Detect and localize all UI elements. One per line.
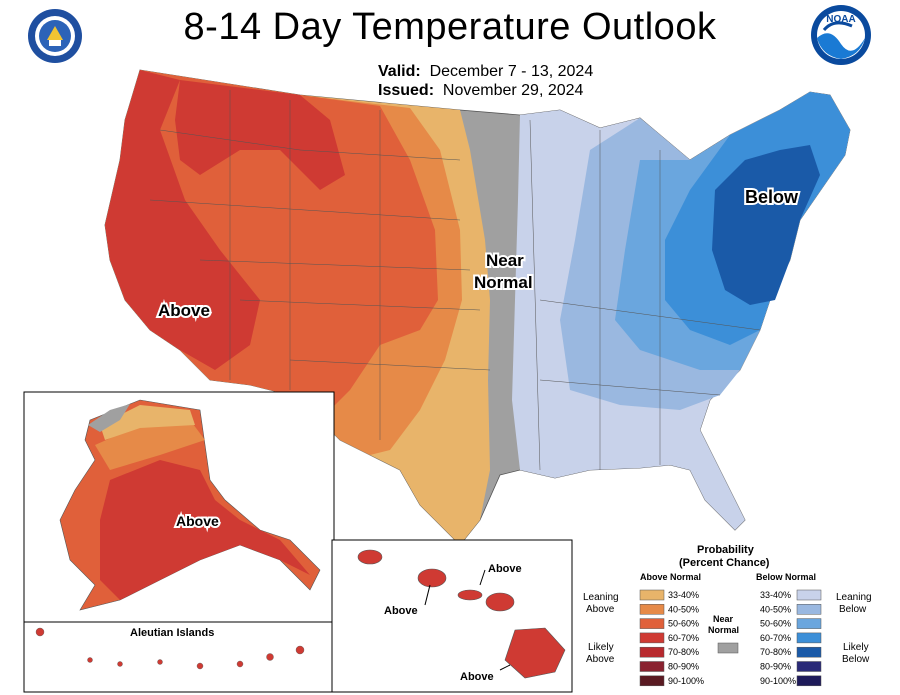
label-above-hawaii-2: Above	[384, 605, 418, 617]
label-near-2: Normal	[474, 273, 533, 292]
legend-leaning-above-2: Above	[586, 604, 615, 615]
label-below-east: Below	[745, 187, 799, 207]
legend-above-swatches: 33-40% 40-50% 50-60% 60-70% 70-80% 80-90% 90-1…	[639, 589, 704, 687]
legend-below-range: 90-100%	[760, 676, 796, 686]
legend-below-swatch	[796, 661, 822, 672]
legend-above-swatch	[639, 632, 665, 644]
legend-likely-above-1: Likely	[588, 642, 614, 653]
label-above-hawaii-3: Above	[460, 671, 494, 683]
legend-above-range: 80-90%	[668, 662, 699, 672]
legend-below-range: 60-70%	[760, 633, 791, 643]
legend-below-swatches: 33-40% 40-50% 50-60% 60-70% 70-80% 80-90% 90-1…	[760, 589, 822, 687]
dates-block: Valid: December 7 - 13, 2024 Issued: Nov…	[378, 62, 593, 100]
legend-below-header: Below Normal	[756, 572, 816, 582]
label-aleutian: Aleutian Islands	[130, 627, 214, 639]
state-lines	[149, 90, 761, 471]
legend-below-range: 70-80%	[760, 647, 791, 657]
band-above-60-70-north	[175, 80, 345, 190]
legend-likely-below-1: Likely	[843, 642, 869, 653]
legend-likely-below-2: Below	[842, 654, 870, 665]
legend-below-swatch	[796, 646, 822, 658]
valid-value: December 7 - 13, 2024	[429, 63, 594, 80]
aleutian-islands	[35, 627, 305, 670]
alaska-band-60-70	[100, 460, 310, 600]
page-title: 8-14 Day Temperature Outlook	[183, 6, 717, 48]
legend-below-swatch	[796, 604, 822, 615]
legend-near-swatch	[717, 642, 739, 654]
noaa-logo-icon: NOAA	[811, 5, 871, 65]
legend-above-swatch	[639, 589, 665, 601]
legend-below-range: 50-60%	[760, 619, 791, 629]
legend-above-swatch	[639, 604, 665, 615]
legend-below-swatch	[796, 589, 822, 601]
legend-above-swatch	[639, 661, 665, 672]
band-above-60-70-west	[105, 70, 260, 370]
label-near-1: Near	[486, 251, 524, 270]
legend-above-range: 70-80%	[668, 647, 699, 657]
alaska-near-normal	[88, 404, 130, 432]
label-above-hawaii-1: Above	[488, 563, 522, 575]
svg-text:NOAA: NOAA	[826, 14, 855, 25]
legend-near-1: Near	[713, 614, 734, 624]
legend-above-range: 50-60%	[668, 619, 699, 629]
hawaii-islands	[357, 549, 566, 679]
aleutian-inset-frame	[23, 621, 335, 693]
valid-label: Valid:	[378, 63, 421, 80]
legend-below-swatch	[796, 632, 822, 644]
legend-below-swatch	[796, 675, 822, 687]
legend-above-range: 33-40%	[668, 590, 699, 600]
legend-above-range: 60-70%	[668, 633, 699, 643]
legend-title-2: (Percent Chance)	[679, 557, 770, 569]
alaska-band-40-50	[95, 420, 205, 470]
issued-value: November 29, 2024	[442, 82, 584, 99]
issued-label: Issued:	[378, 82, 435, 99]
legend-above-swatch	[639, 646, 665, 658]
legend-above-header: Above Normal	[640, 572, 701, 582]
legend-below-range: 40-50%	[760, 604, 791, 614]
commerce-seal-icon	[28, 9, 82, 63]
legend-below-range: 33-40%	[760, 590, 791, 600]
legend-below-range: 80-90%	[760, 662, 791, 672]
legend-likely-above-2: Above	[586, 654, 615, 665]
band-below-70-80	[712, 145, 820, 305]
legend-above-swatch	[639, 675, 665, 687]
legend-near-2: Normal	[708, 625, 739, 635]
legend-above-range: 40-50%	[668, 604, 699, 614]
legend-above-swatch	[639, 618, 665, 629]
legend-title-1: Probability	[697, 544, 755, 556]
legend: Probability (Percent Chance) Above Norma…	[583, 544, 872, 687]
legend-leaning-above-1: Leaning	[583, 592, 619, 603]
legend-leaning-below-1: Leaning	[836, 592, 872, 603]
legend-below-swatch	[796, 618, 822, 629]
legend-leaning-below-2: Below	[839, 604, 867, 615]
hawaii-leader-lines	[424, 569, 511, 671]
legend-above-range: 90-100%	[668, 676, 704, 686]
label-above-west: Above	[158, 301, 210, 320]
label-above-alaska: Above	[176, 513, 219, 529]
